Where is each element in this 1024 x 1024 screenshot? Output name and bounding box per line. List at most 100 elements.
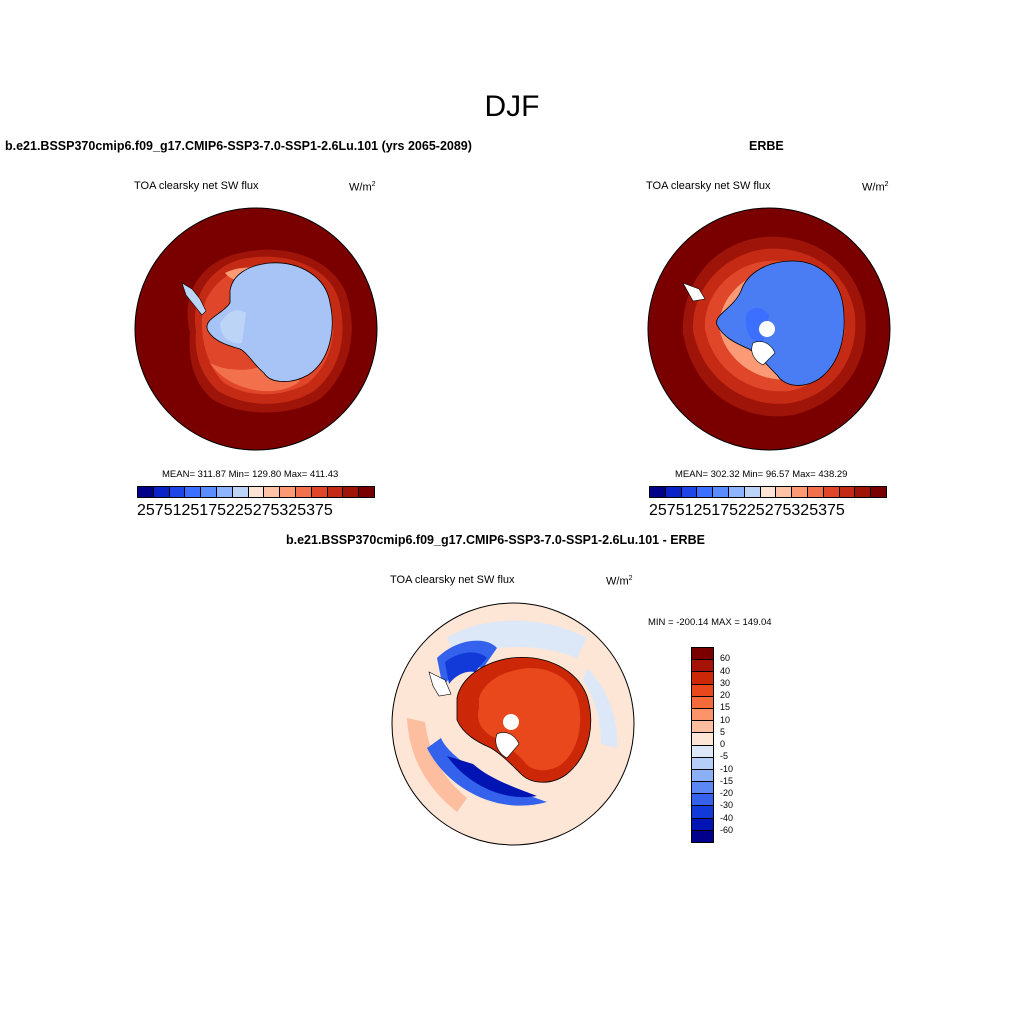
obs-colorbar [649, 486, 887, 498]
colorbar-swatch [359, 487, 374, 497]
colorbar-swatch [665, 487, 682, 497]
colorbar-swatch [692, 745, 713, 758]
obs-panel-title: ERBE [749, 139, 784, 153]
colorbar-tick-label: 325 [791, 502, 819, 519]
obs-pole-hole [759, 321, 775, 337]
colorbar-tick-label: -40 [720, 812, 734, 823]
obs-units-label: W/m2 [862, 181, 889, 194]
colorbar-swatch [692, 684, 713, 697]
colorbar-tick-label: 275 [252, 502, 280, 519]
colorbar-tick-label: 25 [649, 502, 667, 519]
colorbar-swatch [169, 487, 186, 497]
colorbar-tick-label: 75 [154, 502, 173, 519]
figure-title: DJF [484, 90, 540, 123]
colorbar-tick-label: 325 [279, 502, 307, 519]
colorbar-swatch [871, 487, 886, 497]
diff-stats: MIN = -200.14 MAX = 149.04 [648, 617, 772, 628]
obs-antarctica-outline [716, 260, 845, 386]
model-antarctica-outline [206, 262, 333, 382]
diff-map-boundary [391, 602, 635, 846]
colorbar-swatch [697, 487, 714, 497]
colorbar-tick-label: 225 [738, 502, 765, 519]
diff-colorbar-ticks: 60 40 30 20 15 10 5 0 -5 -10 -15 -20 -30 -40 -60 [720, 647, 760, 843]
colorbar-swatch [692, 696, 713, 709]
colorbar-tick-label: -10 [720, 763, 734, 774]
colorbar-swatch [839, 487, 856, 497]
colorbar-swatch [264, 487, 281, 497]
diff-units-label: W/m2 [606, 575, 633, 588]
colorbar-swatch [692, 733, 713, 746]
colorbar-swatch [713, 487, 729, 497]
colorbar-swatch [692, 757, 713, 770]
colorbar-swatch [216, 487, 233, 497]
colorbar-swatch [681, 487, 698, 497]
colorbar-tick-label: 20 [720, 690, 731, 700]
colorbar-tick-label: 30 [720, 677, 731, 688]
model-panel-title: b.e21.BSSP370cmip6.f09_g17.CMIP6-SSP3-7.… [5, 139, 472, 153]
colorbar-swatch [728, 487, 745, 497]
colorbar-swatch [823, 487, 840, 497]
colorbar-tick-label: 15 [720, 702, 731, 713]
colorbar-swatch [327, 487, 344, 497]
colorbar-swatch [692, 648, 713, 661]
colorbar-swatch [776, 487, 793, 497]
colorbar-swatch [760, 487, 777, 497]
colorbar-swatch [692, 782, 713, 795]
colorbar-swatch [232, 487, 249, 497]
colorbar-tick-label: 125 [684, 502, 712, 519]
colorbar-swatch [201, 487, 217, 497]
diff-colorbar [691, 647, 714, 843]
colorbar-swatch [295, 487, 312, 497]
model-polar-map [134, 207, 378, 451]
colorbar-swatch [744, 487, 761, 497]
model-colorbar-ticks: 2575125175225275325375 [137, 502, 375, 519]
colorbar-tick-label: 75 [666, 502, 685, 519]
colorbar-tick-label: 40 [720, 665, 731, 676]
colorbar-tick-label: -5 [720, 751, 729, 762]
obs-stats: MEAN= 302.32 Min= 96.57 Max= 438.29 [675, 469, 848, 480]
model-stats: MEAN= 311.87 Min= 129.80 Max= 411.43 [162, 469, 339, 480]
colorbar-swatch [280, 487, 296, 497]
colorbar-swatch [692, 830, 713, 842]
diff-panel-title: b.e21.BSSP370cmip6.f09_g17.CMIP6-SSP3-7.… [286, 533, 705, 547]
colorbar-tick-label: -60 [720, 824, 734, 835]
colorbar-swatch [343, 487, 360, 497]
colorbar-swatch [792, 487, 808, 497]
colorbar-tick-label: -15 [720, 775, 734, 786]
colorbar-tick-label: 60 [720, 653, 731, 664]
colorbar-tick-label: -30 [720, 800, 734, 811]
obs-colorbar-ticks: 2575125175225275325375 [649, 502, 887, 519]
diff-negative-band [427, 738, 547, 806]
colorbar-tick-label: 125 [172, 502, 200, 519]
colorbar-tick-label: 375 [818, 502, 845, 519]
colorbar-tick-label: -20 [720, 788, 734, 798]
colorbar-swatch [138, 487, 154, 497]
colorbar-swatch [692, 806, 713, 819]
obs-polar-map [647, 207, 891, 451]
colorbar-tick-label: 175 [199, 502, 226, 519]
colorbar-tick-label: 10 [720, 714, 731, 725]
colorbar-tick-label: 25 [137, 502, 155, 519]
diff-variable-label: TOA clearsky net SW flux [390, 574, 515, 586]
colorbar-swatch [692, 660, 713, 673]
colorbar-swatch [692, 708, 713, 722]
diff-pole-hole [503, 714, 519, 730]
colorbar-swatch [311, 487, 328, 497]
colorbar-tick-label: 375 [306, 502, 333, 519]
obs-ice-shelf [751, 341, 776, 366]
colorbar-swatch [248, 487, 265, 497]
colorbar-swatch [153, 487, 170, 497]
colorbar-tick-label: 225 [226, 502, 253, 519]
diff-polar-map [391, 602, 635, 846]
colorbar-swatch [855, 487, 872, 497]
colorbar-tick-label: 5 [720, 726, 726, 737]
colorbar-swatch [692, 769, 713, 783]
colorbar-swatch [185, 487, 202, 497]
obs-variable-label: TOA clearsky net SW flux [646, 180, 771, 192]
model-map-boundary [134, 207, 378, 451]
colorbar-tick-label: 0 [720, 739, 726, 749]
colorbar-swatch [692, 818, 713, 831]
model-colorbar [137, 486, 375, 498]
colorbar-tick-label: 275 [764, 502, 792, 519]
model-units-label: W/m2 [349, 181, 376, 194]
